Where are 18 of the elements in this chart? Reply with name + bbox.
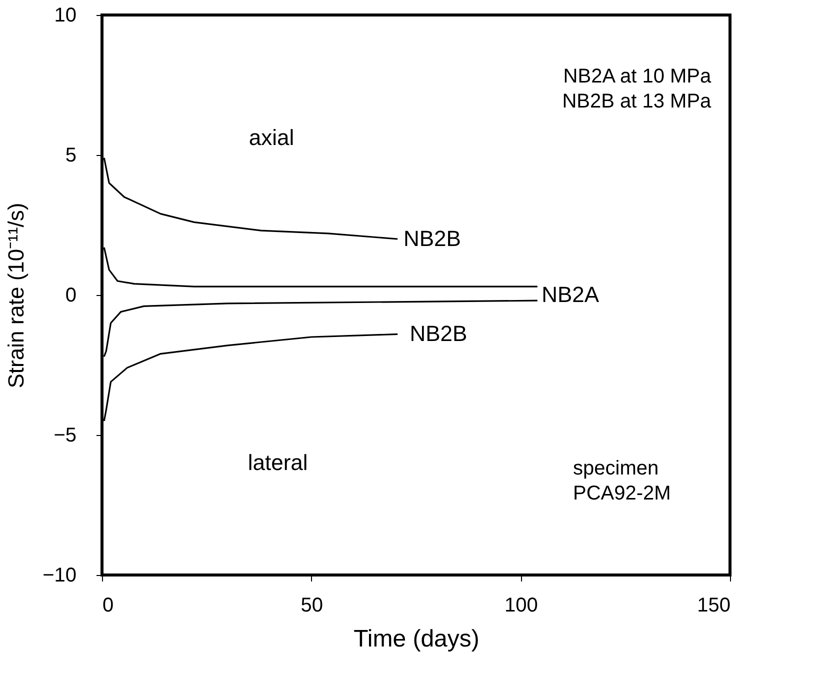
annotation: NB2B bbox=[403, 226, 461, 251]
annotation: lateral bbox=[248, 450, 308, 475]
y-tick-label: 0 bbox=[65, 284, 76, 306]
x-tick-label: 50 bbox=[300, 594, 323, 616]
x-tick-label: 150 bbox=[697, 594, 730, 616]
annotation: specimen PCA92-2M bbox=[573, 458, 671, 505]
y-tick-label: 10 bbox=[54, 4, 76, 26]
y-tick-label: 5 bbox=[65, 144, 76, 166]
annotation: NB2B bbox=[410, 321, 468, 346]
annotation: NB2A at 10 MPa NB2B at 13 MPa bbox=[562, 66, 712, 113]
annotation: NB2A bbox=[542, 282, 600, 307]
annotation: axial bbox=[248, 125, 294, 150]
y-tick-label: −5 bbox=[54, 424, 76, 446]
x-axis-title: Time (days) bbox=[354, 626, 480, 652]
x-tick-label: 0 bbox=[102, 594, 114, 616]
x-tick-label: 100 bbox=[504, 594, 538, 616]
y-tick-label: −10 bbox=[42, 564, 76, 586]
y-axis-title: Strain rate (10⁻¹¹/s) bbox=[4, 202, 29, 388]
